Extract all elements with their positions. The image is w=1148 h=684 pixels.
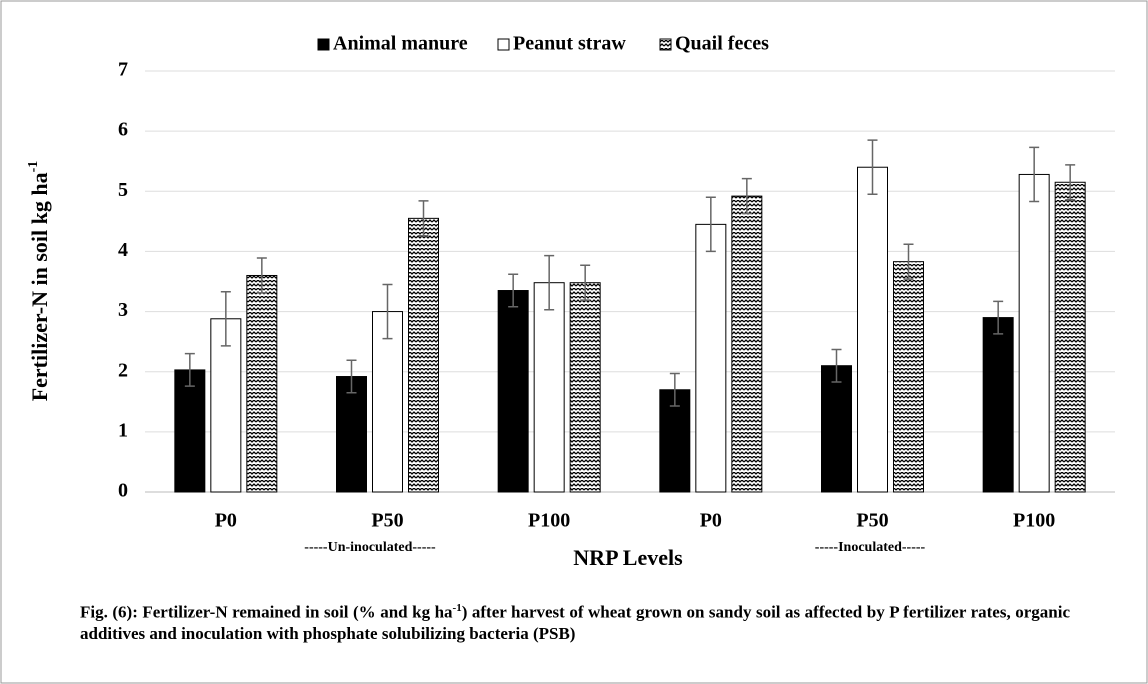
caption-text: Fig. (6): Fertilizer-N remained in soil … — [80, 602, 453, 622]
error-bar — [220, 290, 231, 347]
bar — [336, 376, 367, 493]
error-bar — [669, 372, 680, 407]
y-tick-label: 5 — [118, 179, 128, 201]
x-tick-label: P0 — [700, 510, 722, 532]
y-tick-label: 0 — [118, 480, 128, 502]
y-tick-label: 4 — [118, 239, 128, 261]
y-tick-label: 1 — [118, 419, 128, 441]
bar — [821, 365, 852, 493]
y-tick-label: 3 — [118, 299, 128, 321]
bar — [731, 195, 763, 493]
caption-text: ) after harvest of wheat grown on sandy … — [80, 602, 1070, 643]
error-bar — [418, 200, 429, 237]
bar — [1054, 181, 1086, 493]
legend-marker — [497, 38, 510, 51]
legend-label: Quail feces — [675, 33, 769, 55]
bar — [1018, 173, 1050, 493]
bar — [569, 282, 601, 493]
caption: Fig. (6): Fertilizer-N remained in soil … — [80, 598, 1070, 644]
legend-marker — [659, 38, 672, 51]
error-bar — [382, 283, 393, 340]
x-tick-label: P50 — [371, 510, 403, 532]
error-bar — [903, 243, 914, 280]
error-bar — [867, 139, 878, 196]
x-tick-label: P100 — [1013, 510, 1055, 532]
error-bar — [544, 254, 555, 311]
bar — [893, 261, 924, 493]
bar — [982, 317, 1014, 493]
error-bar — [1065, 164, 1076, 201]
error-bar — [705, 196, 716, 253]
error-bar — [1029, 146, 1040, 203]
y-tick-label: 2 — [118, 359, 128, 381]
error-bar — [993, 300, 1004, 335]
bar — [533, 282, 565, 493]
bar — [372, 311, 403, 493]
bar — [174, 369, 206, 493]
legend-marker — [317, 38, 330, 51]
x-axis-label: NRP Levels — [573, 545, 683, 570]
x-tick-label: P100 — [528, 510, 570, 532]
legend-label: Peanut straw — [513, 33, 626, 55]
error-bar — [831, 348, 842, 383]
error-bar — [256, 257, 267, 294]
error-bar — [580, 264, 591, 301]
y-axis-label: Fertilizer-N in soil kg ha-1 — [26, 161, 52, 402]
y-tick-label: 7 — [118, 59, 128, 81]
bar — [246, 274, 278, 493]
x-tick-label: P0 — [215, 510, 237, 532]
bar — [408, 217, 439, 493]
y-axis-label-main: Fertilizer-N in soil kg ha — [27, 172, 52, 401]
error-bar — [184, 352, 195, 387]
legend-label: Animal manure — [333, 33, 468, 55]
bar — [695, 223, 727, 493]
bar — [210, 318, 242, 493]
caption-sup: -1 — [452, 602, 462, 614]
error-bar — [508, 273, 519, 308]
bar — [659, 389, 691, 493]
y-axis-label-sup: -1 — [26, 161, 41, 173]
annotation: -----Un-inoculated----- — [304, 540, 436, 555]
error-bar — [346, 359, 357, 394]
bar — [497, 290, 529, 493]
y-tick-label: 6 — [118, 119, 128, 141]
error-bar — [741, 177, 752, 215]
bar — [857, 166, 888, 493]
annotation: -----Inoculated----- — [815, 540, 926, 555]
x-tick-label: P50 — [856, 510, 888, 532]
